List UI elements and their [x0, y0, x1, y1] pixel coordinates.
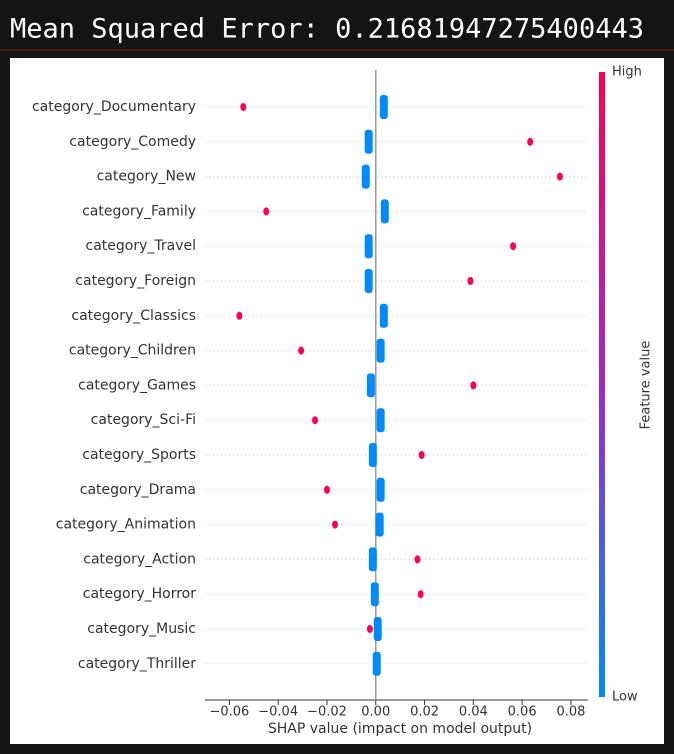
low-cluster [370, 582, 379, 607]
colorbar-low: Low [612, 690, 638, 705]
x-tick-label: 0.08 [556, 705, 585, 720]
y-tick-label: category_Family [82, 203, 196, 219]
low-cluster [366, 373, 375, 398]
low-cluster [376, 338, 385, 363]
y-tick-label: category_Travel [86, 238, 197, 254]
high-point [236, 311, 243, 320]
low-cluster [364, 129, 373, 154]
x-axis-label: SHAP value (impact on model output) [268, 721, 532, 737]
y-tick-label: category_Drama [80, 482, 196, 498]
y-tick-label: category_Sports [82, 447, 196, 463]
high-point [467, 277, 474, 285]
low-cluster [379, 95, 388, 119]
x-tick-label: 0.00 [361, 705, 390, 720]
high-point [510, 242, 517, 251]
y-tick-label: category_Animation [56, 517, 196, 533]
high-point [414, 555, 421, 564]
low-cluster [376, 477, 385, 502]
y-tick-label: category_Classics [71, 308, 196, 324]
y-tick-label: category_Games [78, 377, 196, 393]
high-point [323, 485, 330, 494]
y-tick-label: category_Action [83, 551, 196, 567]
high-point [366, 625, 373, 633]
x-tick-label: 0.02 [410, 705, 439, 720]
low-cluster [364, 269, 373, 293]
y-tick-label: category_Documentary [32, 99, 196, 115]
low-cluster [373, 617, 382, 641]
y-tick-label: category_Children [69, 343, 196, 359]
colorbar [599, 72, 605, 697]
y-tick-label: category_Horror [83, 586, 196, 602]
y-tick-label: category_Foreign [75, 273, 196, 289]
mse-title: Mean Squared Error: 0.21681947275400443 [10, 14, 644, 45]
y-tick-label: category_Thriller [78, 656, 196, 672]
y-tick-label: category_Comedy [69, 134, 196, 150]
high-point [312, 416, 319, 425]
high-point [527, 137, 534, 146]
low-cluster [375, 512, 384, 537]
low-cluster [380, 199, 389, 224]
x-tick-label: −0.06 [209, 705, 249, 720]
low-cluster [376, 408, 385, 433]
high-point [417, 590, 424, 599]
y-tick-label: category_Sci-Fi [91, 412, 196, 428]
low-cluster [368, 443, 377, 467]
low-cluster [372, 651, 381, 676]
high-point [418, 451, 425, 459]
low-cluster [361, 164, 370, 189]
high-point [240, 103, 247, 111]
low-cluster [379, 303, 388, 328]
high-point [332, 520, 339, 529]
low-cluster [364, 234, 373, 259]
x-tick-label: −0.04 [258, 705, 298, 720]
x-tick-label: −0.02 [307, 705, 347, 720]
plot-panel [10, 58, 664, 744]
x-tick-label: 0.06 [508, 705, 537, 720]
x-tick-label: 0.04 [459, 705, 488, 720]
y-tick-label: category_New [97, 169, 196, 185]
colorbar-high: High [612, 65, 642, 80]
high-point [298, 346, 305, 355]
high-point [470, 381, 477, 390]
low-cluster [368, 547, 377, 572]
y-tick-label: category_Music [87, 621, 196, 637]
high-point [556, 172, 563, 181]
colorbar-label: Feature value [639, 341, 654, 430]
high-point [263, 207, 270, 216]
